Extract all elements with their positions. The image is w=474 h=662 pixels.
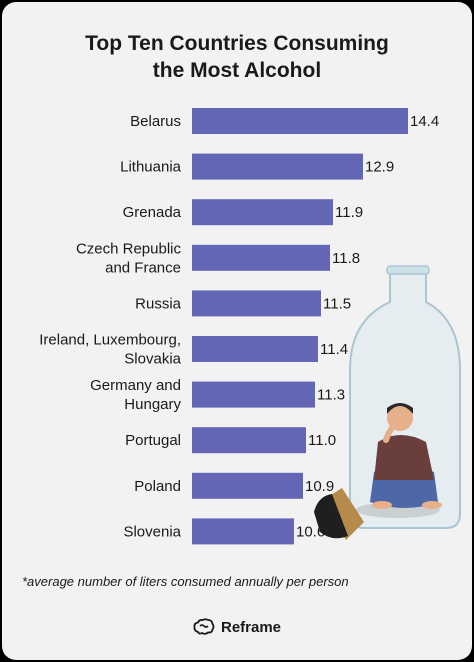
- value-label: 12.9: [365, 159, 394, 176]
- bar: [192, 199, 333, 226]
- value-label: 11.8: [332, 250, 360, 267]
- bottle-with-person-illustration: [314, 265, 461, 540]
- category-label: Czech Republic and France: [76, 240, 182, 276]
- value-label: 11.0: [308, 432, 336, 449]
- bar: [192, 153, 363, 180]
- category-label: Grenada: [123, 204, 182, 221]
- bar: [192, 336, 318, 362]
- value-label: 11.3: [317, 387, 345, 404]
- category-label: Slovenia: [123, 523, 181, 540]
- cork-icon: [314, 488, 364, 540]
- bar: [192, 427, 306, 454]
- value-label: 10.6: [296, 523, 325, 540]
- footnote: *average number of liters consumed annua…: [22, 574, 349, 589]
- value-label: 11.9: [335, 204, 363, 221]
- chart-title-line-1: Top Ten Countries Consuming: [85, 32, 389, 55]
- category-label: Lithuania: [120, 159, 182, 176]
- bar-chart: Belarus Lithuania Grenada Czech Republic and…: [39, 108, 461, 545]
- category-label: Germany and Hungary: [90, 377, 181, 413]
- brand-name: Reframe: [220, 618, 282, 636]
- bar: [192, 108, 408, 134]
- category-label: Poland: [134, 478, 181, 495]
- bar: [192, 290, 321, 317]
- bar: [192, 472, 303, 499]
- chart-title: Top Ten Countries Consuming the Most Alc…: [2, 30, 472, 84]
- category-labels-group: Belarus Lithuania Grenada Czech Republic and…: [39, 113, 181, 540]
- value-label: 11.4: [320, 341, 348, 358]
- chart-title-line-2: the Most Alcohol: [152, 59, 322, 82]
- sad-person-icon: [356, 403, 442, 518]
- brain-icon: [193, 618, 215, 635]
- bar: [192, 244, 330, 271]
- bar: [192, 381, 315, 408]
- bars-group: [192, 108, 408, 545]
- value-label: 10.9: [305, 478, 334, 495]
- bottle-neck-rim: [386, 265, 430, 275]
- value-label: 11.5: [323, 295, 351, 312]
- bar: [192, 518, 294, 545]
- category-label: Portugal: [125, 432, 181, 449]
- value-labels-group: 14.4 12.9 11.9 11.8 11.5 11.4 11.3 11.0 10.9 10.6: [296, 113, 439, 540]
- value-label: 14.4: [410, 113, 439, 130]
- category-label: Ireland, Luxembourg, Slovakia: [39, 332, 181, 368]
- category-label: Belarus: [130, 113, 181, 130]
- category-label: Russia: [135, 295, 182, 312]
- brand[interactable]: Reframe: [2, 618, 472, 636]
